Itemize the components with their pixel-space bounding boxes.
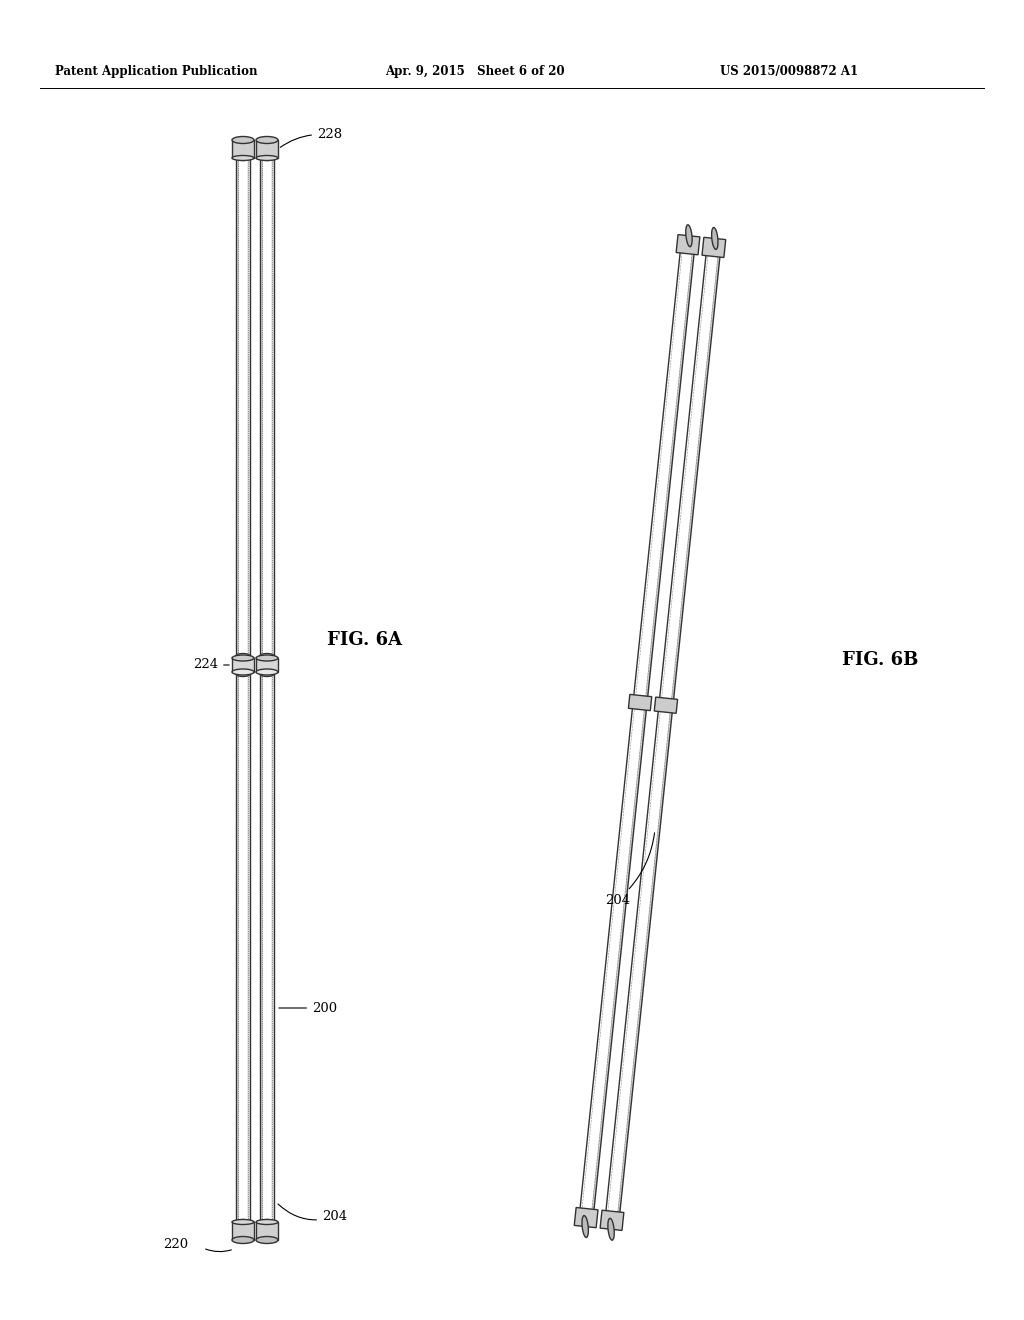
Ellipse shape bbox=[260, 653, 274, 659]
Ellipse shape bbox=[686, 224, 692, 247]
Ellipse shape bbox=[582, 1216, 589, 1237]
Ellipse shape bbox=[256, 1237, 278, 1243]
Ellipse shape bbox=[232, 156, 254, 161]
Ellipse shape bbox=[256, 136, 278, 144]
Ellipse shape bbox=[232, 136, 254, 144]
Ellipse shape bbox=[260, 672, 274, 676]
Ellipse shape bbox=[232, 1220, 254, 1225]
Ellipse shape bbox=[608, 1218, 614, 1241]
Text: FIG. 6A: FIG. 6A bbox=[328, 631, 402, 649]
Ellipse shape bbox=[232, 1237, 254, 1243]
Bar bbox=[236, 158, 250, 656]
Polygon shape bbox=[702, 238, 726, 257]
Bar bbox=[260, 158, 274, 656]
Ellipse shape bbox=[256, 655, 278, 661]
Polygon shape bbox=[581, 253, 694, 1209]
Polygon shape bbox=[629, 694, 651, 710]
Text: US 2015/0098872 A1: US 2015/0098872 A1 bbox=[720, 66, 858, 78]
Bar bbox=[271, 675, 274, 1222]
Polygon shape bbox=[592, 255, 694, 1209]
Ellipse shape bbox=[232, 669, 254, 675]
Text: 204: 204 bbox=[605, 833, 654, 907]
Polygon shape bbox=[676, 235, 699, 255]
Ellipse shape bbox=[236, 156, 250, 161]
Polygon shape bbox=[574, 1208, 598, 1228]
Ellipse shape bbox=[236, 672, 250, 676]
Bar bbox=[247, 675, 250, 1222]
Text: Patent Application Publication: Patent Application Publication bbox=[55, 66, 257, 78]
Ellipse shape bbox=[712, 227, 718, 249]
Ellipse shape bbox=[256, 156, 278, 161]
Polygon shape bbox=[654, 697, 678, 713]
Ellipse shape bbox=[236, 653, 250, 659]
Bar bbox=[232, 1222, 254, 1239]
Bar bbox=[247, 158, 250, 656]
Bar bbox=[271, 158, 274, 656]
Bar bbox=[236, 675, 250, 1222]
Text: 220: 220 bbox=[163, 1238, 188, 1251]
Text: 228: 228 bbox=[281, 128, 342, 148]
Bar bbox=[256, 140, 278, 158]
Text: 200: 200 bbox=[279, 1002, 337, 1015]
Text: 224: 224 bbox=[193, 659, 229, 672]
Ellipse shape bbox=[232, 655, 254, 661]
Bar bbox=[260, 675, 274, 1222]
Bar bbox=[232, 140, 254, 158]
Text: 204: 204 bbox=[278, 1204, 347, 1224]
Ellipse shape bbox=[256, 669, 278, 675]
Bar bbox=[236, 675, 239, 1222]
Bar bbox=[260, 158, 263, 656]
Ellipse shape bbox=[256, 1220, 278, 1225]
Text: FIG. 6B: FIG. 6B bbox=[842, 651, 919, 669]
Ellipse shape bbox=[236, 1220, 250, 1225]
Bar bbox=[256, 1222, 278, 1239]
Bar bbox=[236, 158, 239, 656]
Bar bbox=[232, 657, 254, 672]
Polygon shape bbox=[606, 256, 720, 1212]
Polygon shape bbox=[600, 1210, 624, 1230]
Text: Apr. 9, 2015   Sheet 6 of 20: Apr. 9, 2015 Sheet 6 of 20 bbox=[385, 66, 564, 78]
Polygon shape bbox=[617, 257, 720, 1212]
Bar bbox=[260, 675, 263, 1222]
Bar bbox=[256, 657, 278, 672]
Ellipse shape bbox=[260, 1220, 274, 1225]
Ellipse shape bbox=[260, 156, 274, 161]
